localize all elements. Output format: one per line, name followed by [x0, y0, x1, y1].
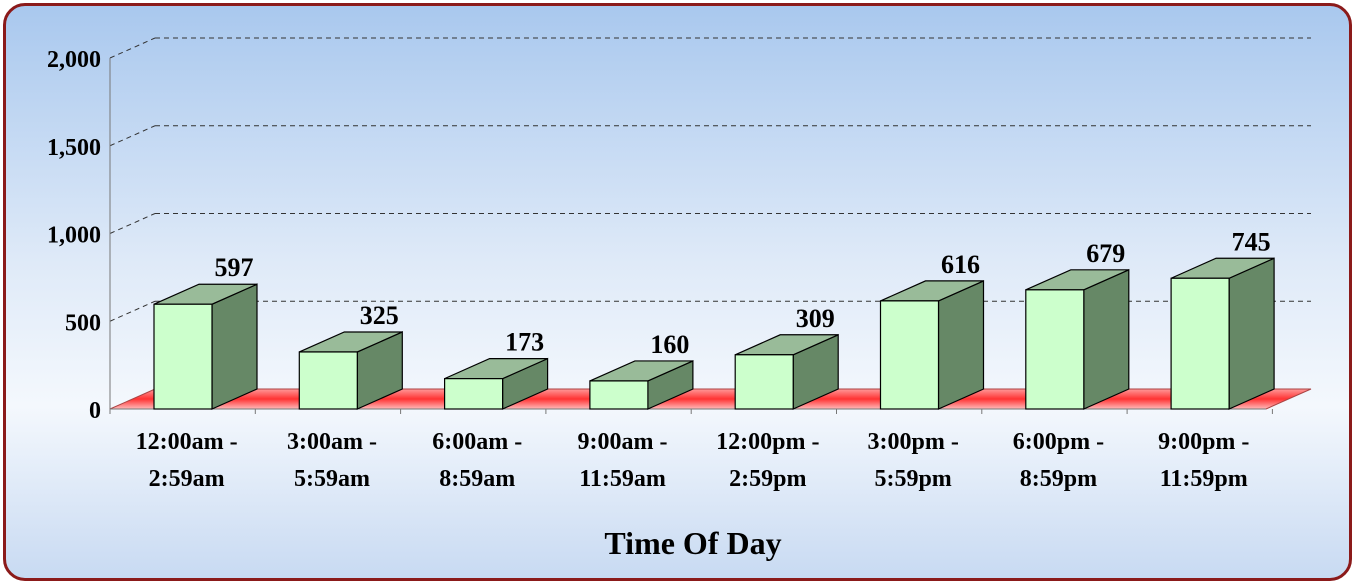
gridline — [109, 37, 1311, 59]
x-tick-label: 9:00pm - — [1158, 429, 1249, 455]
x-tick-label: 12:00am - — [136, 429, 238, 455]
bar — [879, 279, 985, 410]
x-tick-label: 8:59pm — [1020, 466, 1097, 492]
gridline — [109, 213, 1311, 234]
gridline — [109, 125, 1311, 147]
y-tick-label: 1,500 — [47, 135, 101, 161]
bar — [153, 283, 258, 410]
bar-side — [1083, 268, 1130, 410]
x-tick-label: 8:59am — [439, 466, 515, 492]
x-tick-label: 5:59pm — [874, 466, 951, 492]
bar-front — [879, 300, 940, 410]
bar-side — [211, 283, 258, 410]
data-label: 309 — [796, 304, 835, 333]
x-axis-title: Time Of Day — [604, 525, 781, 561]
bar-front — [734, 354, 794, 410]
x-tick-label: 9:00am - — [578, 429, 668, 455]
x-tick-label: 3:00am - — [287, 429, 377, 455]
data-label: 325 — [360, 301, 399, 330]
data-label: 745 — [1232, 227, 1271, 256]
x-tick-label: 11:59pm — [1160, 466, 1248, 492]
bar — [734, 333, 839, 410]
bar-chart: 0 500 1,000 1,500 2,000 597 12:00am - 2:59am 325… — [47, 37, 1312, 561]
y-tick-label: 0 — [89, 398, 101, 424]
x-tick-label: 2:59am — [149, 466, 225, 492]
data-label: 173 — [505, 328, 544, 357]
x-tick-label: 6:00pm - — [1013, 429, 1104, 455]
bar — [444, 357, 549, 410]
bar — [1025, 268, 1130, 410]
x-tick-label: 3:00pm - — [867, 429, 958, 455]
chart-frame: 0 500 1,000 1,500 2,000 597 12:00am - 2:59am 325… — [3, 3, 1352, 581]
x-tick-label: 12:00pm - — [716, 429, 819, 455]
bar-side — [1228, 257, 1275, 410]
x-tick-label: 5:59am — [294, 466, 370, 492]
x-tick-label: 2:59pm — [729, 466, 806, 492]
bar-front — [298, 351, 358, 410]
data-label: 160 — [650, 330, 689, 359]
x-tick-label: 6:00am - — [432, 429, 522, 455]
gridline — [109, 300, 1311, 322]
data-label: 616 — [941, 250, 980, 279]
bar-side — [937, 279, 985, 410]
data-label: 597 — [215, 253, 254, 282]
bar — [1170, 257, 1275, 410]
x-tick-label: 11:59am — [579, 466, 666, 492]
data-label: 679 — [1086, 239, 1125, 268]
bar-front — [444, 378, 504, 410]
y-tick-label: 1,000 — [47, 223, 101, 249]
bar-front — [1025, 289, 1085, 410]
bar-front — [153, 303, 213, 410]
bar-front — [589, 380, 649, 410]
chart-floor — [109, 388, 1312, 410]
bar — [298, 331, 403, 410]
bar — [589, 359, 694, 410]
bar-front — [1170, 277, 1230, 410]
y-tick-label: 500 — [65, 310, 101, 336]
y-tick-label: 2,000 — [47, 47, 101, 73]
